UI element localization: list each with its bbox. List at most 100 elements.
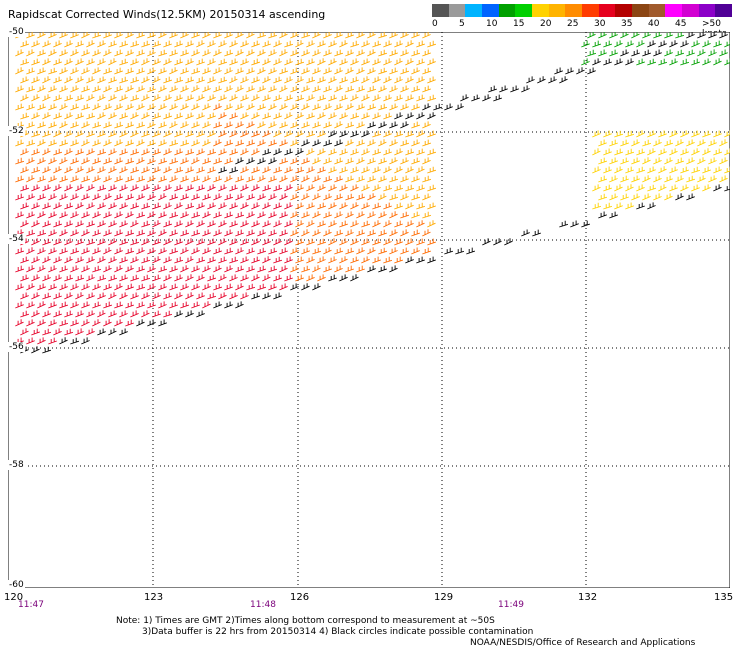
wind-barb: [647, 148, 656, 156]
wind-barb: [405, 94, 414, 102]
wind-barb: [367, 32, 376, 39]
wind-barb: [97, 58, 106, 66]
wind-barb: [378, 121, 387, 129]
legend-swatch: [665, 4, 682, 17]
wind-barb: [42, 166, 51, 174]
wind-barb: [345, 211, 354, 219]
wind-barb: [328, 112, 337, 120]
wind-barb: [218, 94, 227, 102]
wind-barb: [290, 121, 299, 129]
wind-barb: [147, 193, 156, 201]
wind-barb: [147, 301, 156, 309]
wind-barb: [389, 67, 398, 75]
wind-barb: [158, 175, 167, 183]
wind-barb: [592, 202, 602, 210]
wind-barb: [70, 211, 79, 219]
wind-barb: [114, 211, 123, 219]
wind-barb: [592, 184, 601, 192]
wind-barb: [136, 301, 145, 309]
wind-barb: [636, 40, 645, 48]
credit-line: NOAA/NESDIS/Office of Research and Appli…: [470, 638, 696, 648]
wind-barb: [631, 49, 640, 57]
wind-barb: [185, 184, 194, 192]
wind-barb: [26, 175, 35, 183]
wind-barb: [20, 310, 30, 318]
wind-barb: [361, 220, 371, 228]
wind-barb: [136, 265, 145, 273]
wind-barb: [664, 157, 673, 165]
wind-barb: [334, 211, 343, 219]
lon-label-126: 126: [290, 592, 310, 603]
wind-barb: [427, 112, 436, 120]
wind-barb: [158, 283, 167, 291]
wind-barb: [427, 94, 437, 102]
wind-barb: [691, 148, 700, 156]
wind-barb: [97, 166, 106, 174]
wind-barb: [378, 229, 387, 237]
wind-barb: [708, 49, 717, 57]
wind-barb: [125, 139, 134, 147]
wind-barb: [59, 175, 68, 183]
wind-barb: [141, 58, 150, 66]
wind-barb: [48, 211, 57, 219]
wind-barb: [37, 211, 46, 219]
wind-barb: [114, 49, 123, 57]
wind-barb: [301, 121, 310, 129]
wind-barb: [75, 58, 84, 66]
wind-barb: [240, 40, 249, 48]
wind-barb: [295, 76, 304, 84]
wind-barb: [202, 49, 211, 57]
wind-barb: [350, 112, 360, 120]
wind-barb: [136, 157, 145, 165]
wind-barb: [268, 121, 277, 129]
wind-barb: [339, 130, 348, 138]
legend-label: 20: [540, 19, 552, 29]
wind-barb: [323, 49, 332, 57]
wind-barb: [306, 112, 315, 120]
wind-barb: [53, 130, 62, 138]
wind-barb: [400, 247, 409, 255]
wind-barb: [180, 193, 189, 201]
wind-barb: [416, 58, 425, 66]
wind-barb: [427, 256, 436, 264]
wind-barb: [306, 94, 315, 102]
wind-barb: [37, 157, 46, 165]
wind-barb: [37, 265, 46, 273]
wind-barb: [130, 112, 139, 120]
wind-barb: [158, 319, 167, 327]
wind-barb: [26, 229, 36, 237]
wind-barb: [664, 139, 674, 147]
wind-barb: [81, 211, 90, 219]
wind-barb: [416, 40, 425, 48]
wind-barb: [312, 121, 321, 129]
wind-barb: [290, 229, 299, 237]
wind-barb: [697, 32, 706, 39]
wind-barb: [312, 229, 321, 237]
wind-barb: [317, 274, 326, 282]
wind-barb: [125, 49, 134, 57]
wind-barb: [328, 76, 337, 84]
wind-barb: [70, 193, 79, 201]
legend-swatch: [615, 4, 632, 17]
wind-barb: [378, 139, 387, 147]
wind-barb: [262, 40, 271, 48]
wind-barb: [37, 85, 46, 93]
wind-barb: [427, 220, 436, 228]
wind-barb: [174, 94, 183, 102]
wind-barb: [64, 184, 73, 192]
wind-barb: [158, 32, 167, 39]
wind-barb: [257, 67, 266, 75]
lon-label-129: 129: [434, 592, 454, 603]
legend-swatch: [581, 4, 599, 17]
wind-barb: [15, 157, 25, 165]
wind-barb: [202, 247, 211, 255]
wind-barb: [15, 211, 24, 219]
wind-barb: [427, 166, 437, 174]
wind-barb: [713, 40, 722, 48]
wind-barb: [361, 40, 370, 48]
wind-barb: [213, 283, 223, 291]
wind-barb: [251, 256, 260, 264]
wind-barb: [295, 184, 304, 192]
wind-barb: [48, 157, 57, 165]
wind-barb: [235, 157, 244, 165]
